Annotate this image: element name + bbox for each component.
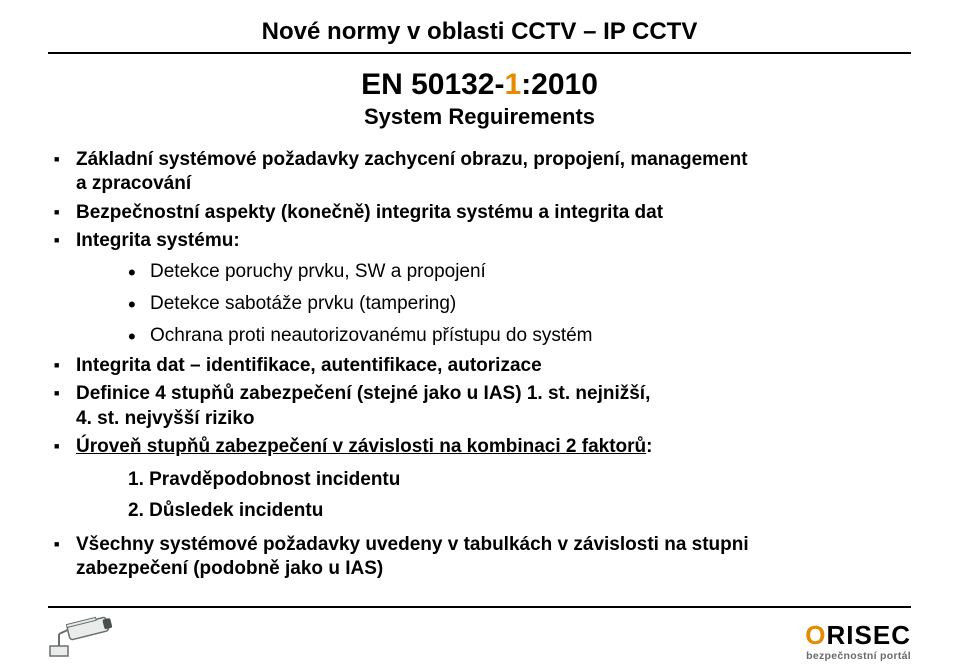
bullet-6-num-1-text: 1. Pravděpodobnost incidentu [128, 469, 400, 490]
bullet-5-line1: Definice 4 stupňů zabezpečení (stejné ja… [76, 383, 650, 404]
bullet-6-underline: kombinaci 2 faktorů [467, 436, 647, 457]
bullet-7: Všechny systémové požadavky uvedeny v ta… [48, 533, 911, 582]
bullet-2-text: Bezpečnostní aspekty (konečně) integrita… [76, 202, 663, 223]
bullet-6: Úroveň stupňů zabezpečení v závislosti n… [48, 435, 911, 525]
bullet-3-sub-1-text: Detekce poruchy prvku, SW a propojení [150, 261, 486, 282]
bullet-6-post: : [646, 436, 652, 457]
bullet-6-num-1: 1. Pravděpodobnost incidentu [128, 467, 911, 494]
bullet-6-pre: Úroveň stupňů zabezpečení v závislosti n… [76, 436, 467, 457]
bullet-6-num-2-text: 2. Důsledek incidentu [128, 500, 323, 521]
bullet-3: Integrita systému: Detekce poruchy prvku… [48, 229, 911, 348]
bullet-3-sublist: Detekce poruchy prvku, SW a propojení De… [128, 259, 911, 348]
bullet-5-line2: 4. st. nejvyšší riziko [76, 408, 254, 429]
bullet-1-line1: Základní systémové požadavky zachycení o… [76, 149, 748, 170]
bullet-4-text: Integrita dat – identifikace, autentifik… [76, 355, 542, 376]
footer-rule [48, 606, 911, 608]
bullet-3-sub-2: Detekce sabotáže prvku (tampering) [128, 291, 911, 317]
bullet-1-line2: a zpracování [76, 173, 191, 194]
bullet-list: Základní systémové požadavky zachycení o… [48, 148, 911, 581]
logo-word: ORISEC [805, 622, 911, 648]
main-title-prefix: EN 50132- [361, 68, 504, 101]
main-title: EN 50132-1:2010 [48, 68, 911, 102]
bullet-7-line1: Všechny systémové požadavky uvedeny v ta… [76, 534, 749, 555]
bullet-3-sub-3-text: Ochrana proti neautorizovanému přístupu … [150, 325, 593, 346]
bullet-3-sub-1: Detekce poruchy prvku, SW a propojení [128, 259, 911, 285]
logo: ORISEC bezpečnostní portál [805, 622, 911, 662]
logo-subtitle: bezpečnostní portál [805, 650, 911, 662]
main-title-suffix: :2010 [521, 68, 598, 101]
logo-o: O [805, 620, 826, 650]
logo-text: RISEC [827, 620, 911, 650]
bullet-5: Definice 4 stupňů zabezpečení (stejné ja… [48, 382, 911, 431]
camera-icon [48, 616, 122, 660]
bullet-6-num-2: 2. Důsledek incidentu [128, 498, 911, 525]
bullet-3-sub-3: Ochrana proti neautorizovanému přístupu … [128, 323, 911, 349]
top-title: Nové normy v oblasti CCTV – IP CCTV [48, 18, 911, 46]
subtitle: System Reguirements [48, 104, 911, 130]
bullet-7-line2: zabezpečení (podobně jako u IAS) [76, 558, 383, 579]
bullet-3-text: Integrita systému: [76, 230, 240, 251]
slide: Nové normy v oblasti CCTV – IP CCTV EN 5… [0, 0, 959, 670]
bullet-1: Základní systémové požadavky zachycení o… [48, 148, 911, 197]
content: Základní systémové požadavky zachycení o… [48, 148, 911, 581]
bullet-6-numbered: 1. Pravděpodobnost incidentu 2. Důsledek… [128, 467, 911, 524]
footer: ORISEC bezpečnostní portál [0, 606, 959, 670]
bullet-4: Integrita dat – identifikace, autentifik… [48, 354, 911, 378]
bullet-3-sub-2-text: Detekce sabotáže prvku (tampering) [150, 293, 456, 314]
main-title-accent: 1 [505, 68, 522, 101]
bullet-2: Bezpečnostní aspekty (konečně) integrita… [48, 201, 911, 225]
top-rule [48, 52, 911, 54]
